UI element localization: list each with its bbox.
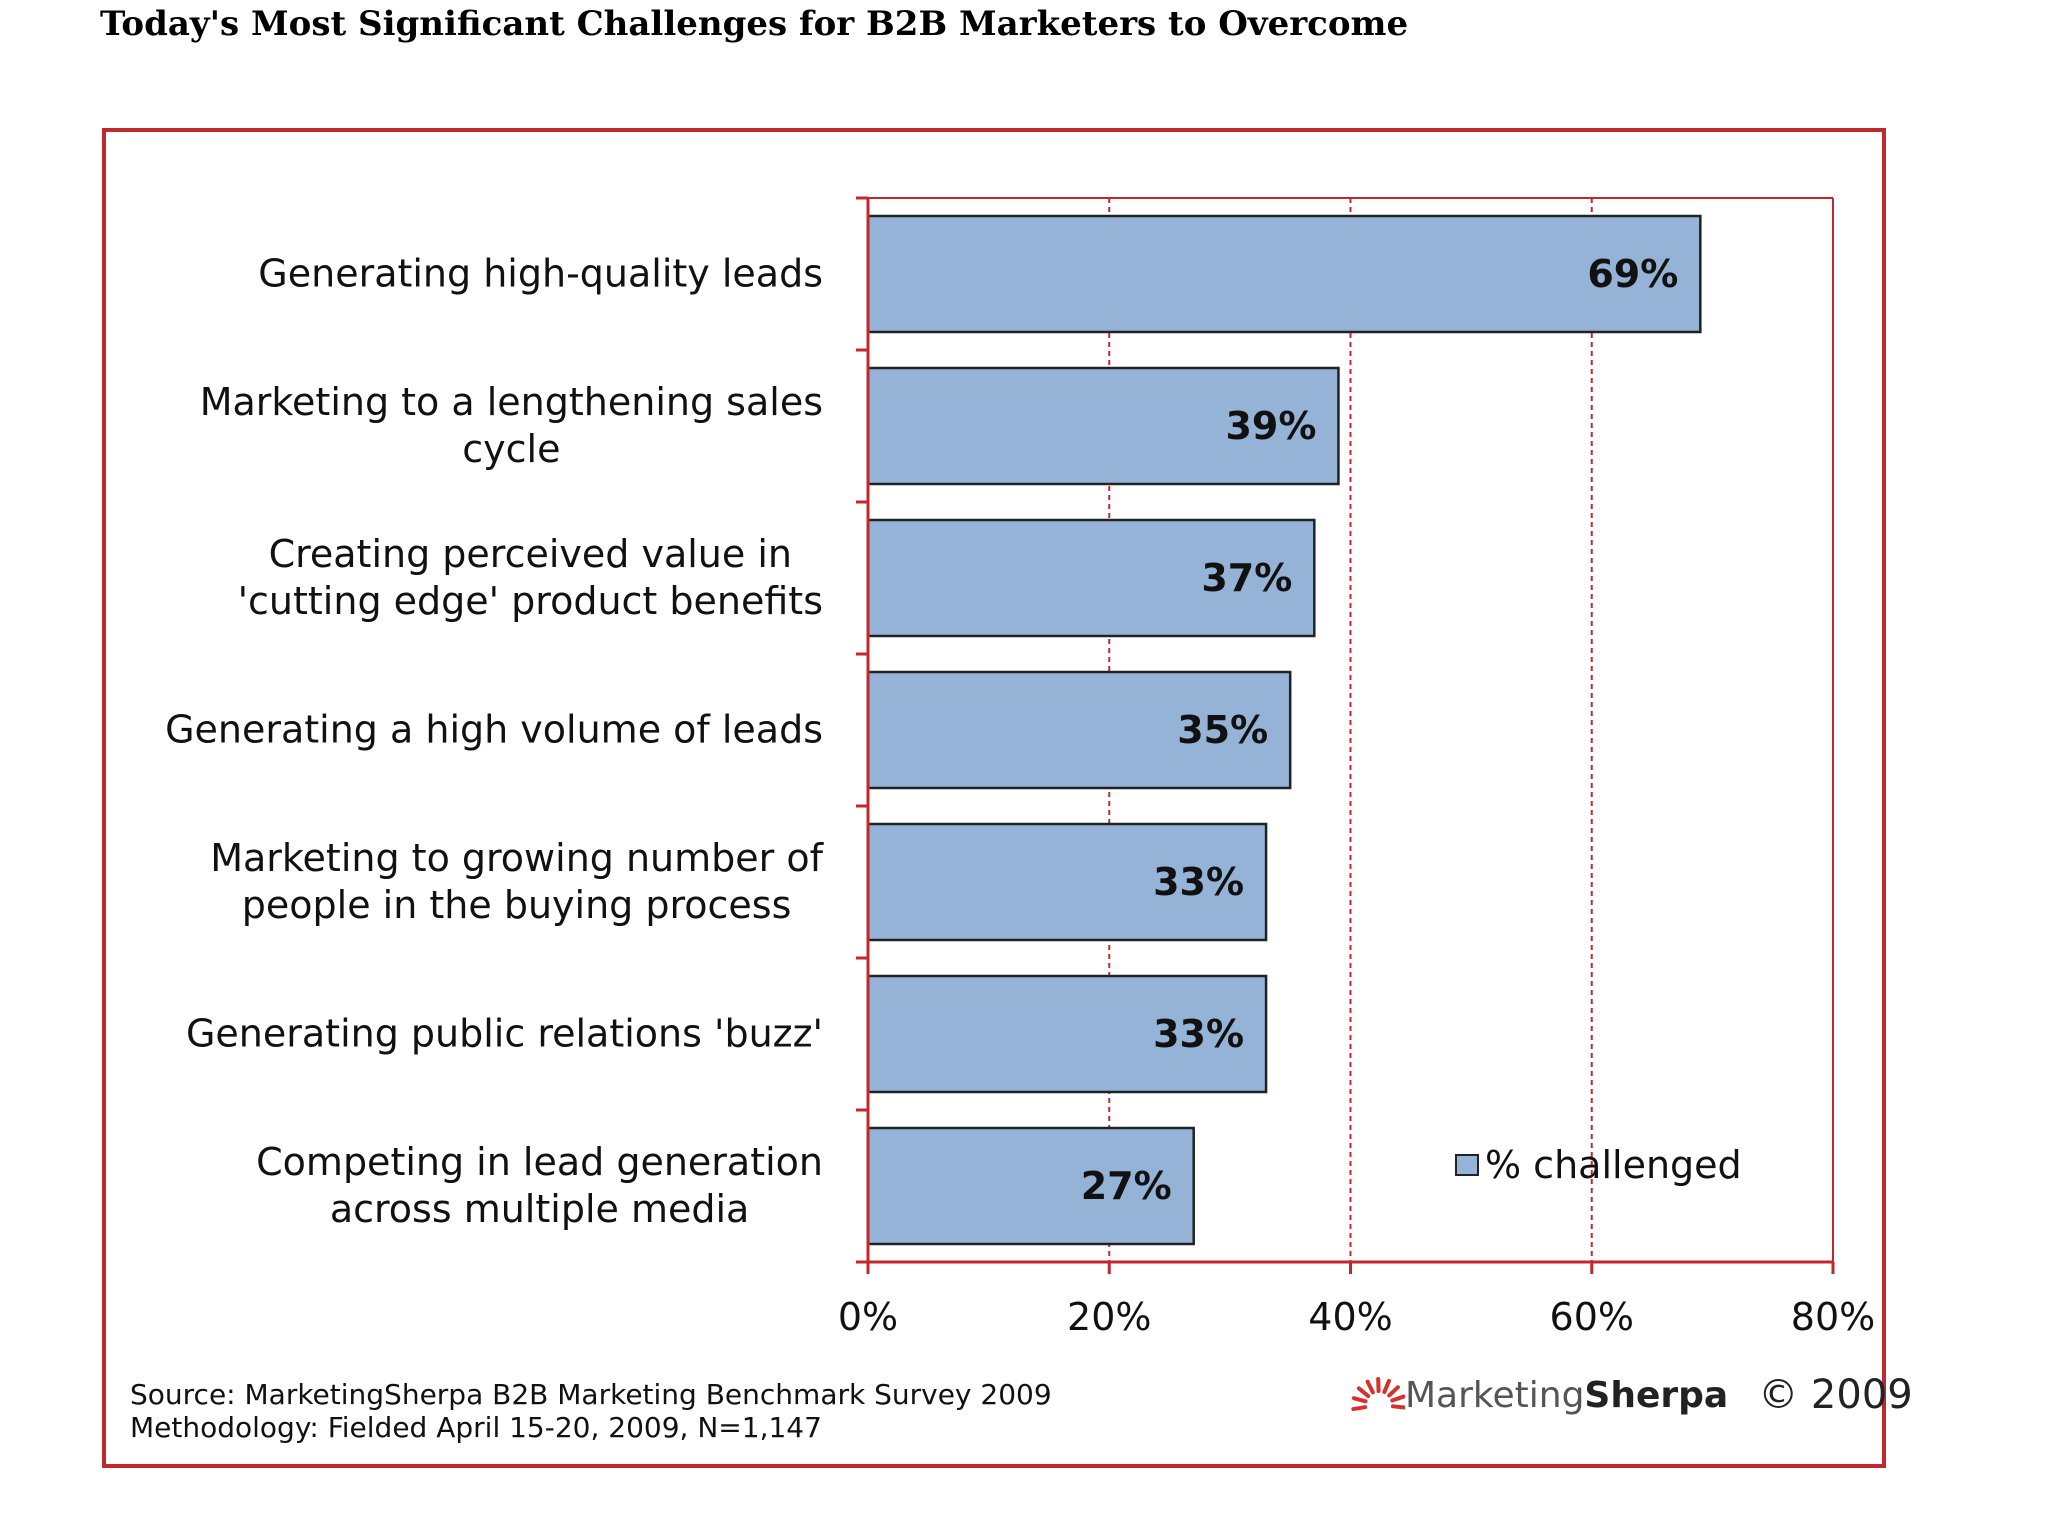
- bar-value-label-4: 35%: [1177, 708, 1268, 752]
- source-line: Source: MarketingSherpa B2B Marketing Be…: [130, 1378, 1052, 1411]
- source-note: Source: MarketingSherpa B2B Marketing Be…: [130, 1378, 1052, 1444]
- sun-ray: [1387, 1385, 1400, 1398]
- bar-1: [866, 214, 1702, 334]
- category-label-line: Marketing to a lengthening sales: [199, 380, 823, 424]
- sun-ray: [1382, 1378, 1391, 1395]
- x-tick-labels: 0% 20% 40% 60% 80%: [838, 1295, 1875, 1339]
- bar-value-label-1: 69%: [1587, 252, 1678, 296]
- category-label-7: Competing in lead generation across multi…: [256, 1139, 823, 1233]
- copyright: © 2009: [1758, 1372, 1913, 1418]
- bar-value-label-3: 37%: [1201, 556, 1292, 600]
- x-tick-label-60: 60%: [1550, 1295, 1634, 1339]
- x-tick-label-0: 0%: [838, 1295, 898, 1339]
- category-label-line: 'cutting edge' product benefits: [237, 579, 823, 623]
- brand-logo: Marketing Sherpa © 2009: [1345, 1365, 1913, 1425]
- legend-swatch: [1455, 1154, 1479, 1176]
- bar-6: [866, 974, 1268, 1094]
- bar-value-label-7: 27%: [1081, 1164, 1172, 1208]
- category-label-line: Creating perceived value in: [268, 532, 792, 576]
- category-label-line: cycle: [462, 427, 561, 471]
- brand-name-marketing: Marketing: [1405, 1374, 1585, 1416]
- category-label-6: Generating public relations 'buzz': [186, 1011, 823, 1058]
- bars: [866, 214, 1702, 1246]
- brand-name-sherpa: Sherpa: [1584, 1374, 1729, 1416]
- bar-5: [866, 822, 1268, 942]
- x-tick-label-40: 40%: [1308, 1295, 1392, 1339]
- category-label-line: people in the buying process: [241, 883, 792, 927]
- axes: [856, 196, 1835, 1274]
- methodology-line: Methodology: Fielded April 15-20, 2009, …: [130, 1411, 822, 1444]
- sun-ray: [1351, 1405, 1368, 1412]
- category-label-4: Generating a high volume of leads: [165, 707, 823, 754]
- category-label-line: Generating public relations 'buzz': [185, 1011, 823, 1056]
- bar-7: [866, 1126, 1195, 1246]
- category-label-5: Marketing to growing number of people in …: [210, 835, 823, 929]
- x-tick-label-80: 80%: [1791, 1295, 1875, 1339]
- legend: % challenged: [1455, 1143, 1742, 1187]
- category-label-1: Generating high-quality leads: [258, 251, 823, 298]
- category-label-2: Marketing to a lengthening sales cycle: [200, 379, 823, 473]
- sun-ray: [1390, 1394, 1405, 1403]
- page-title: Today's Most Significant Challenges for …: [100, 4, 1409, 44]
- sun-ray: [1351, 1396, 1368, 1404]
- bar-value-label-6: 33%: [1153, 1012, 1244, 1056]
- category-label-line: Marketing to growing number of: [210, 836, 823, 880]
- category-label-line: Generating high-quality leads: [258, 251, 823, 296]
- bar-2: [866, 366, 1340, 486]
- category-label-3: Creating perceived value in'cutting edge…: [238, 531, 823, 625]
- bar-value-label-5: 33%: [1153, 860, 1244, 904]
- sun-ray: [1356, 1386, 1371, 1399]
- category-label-line: Competing in lead generation: [256, 1140, 823, 1184]
- sun-rays-icon: [1351, 1377, 1405, 1412]
- sun-ray: [1390, 1404, 1405, 1410]
- value-labels: 69% 39% 37% 35% 33% 33% 27%: [1081, 252, 1679, 1208]
- category-label-line: Generating a high volume of leads: [165, 707, 823, 752]
- category-label-line: across multiple media: [329, 1187, 750, 1231]
- chart-frame: [102, 128, 1886, 1468]
- legend-label: % challenged: [1485, 1143, 1742, 1187]
- sun-ray: [1365, 1379, 1375, 1395]
- x-tick-label-20: 20%: [1067, 1295, 1151, 1339]
- bar-value-label-2: 39%: [1225, 404, 1316, 448]
